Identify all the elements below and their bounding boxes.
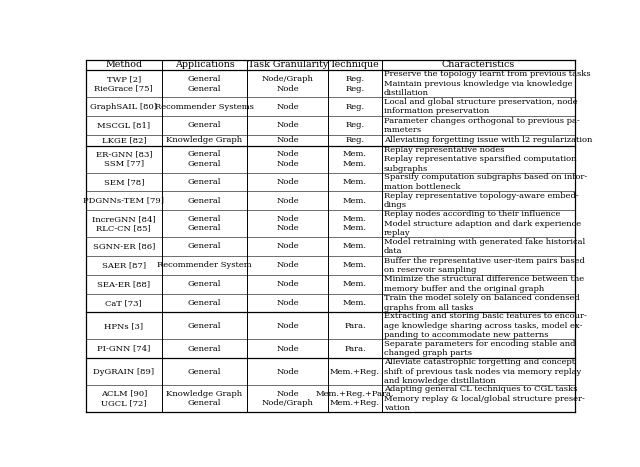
Text: Node: Node — [276, 280, 299, 288]
Text: Mem.
Mem.: Mem. Mem. — [343, 215, 367, 233]
Text: Characteristics: Characteristics — [442, 60, 515, 70]
Text: Parameter changes orthogonal to previous pa-
rameters: Parameter changes orthogonal to previous… — [384, 117, 580, 134]
Text: Mem.: Mem. — [343, 280, 367, 288]
Text: General: General — [188, 345, 221, 353]
Text: Node: Node — [276, 299, 299, 307]
Text: General
General: General General — [188, 75, 221, 92]
Text: Para.: Para. — [344, 345, 365, 353]
Text: Mem.: Mem. — [343, 299, 367, 307]
Text: Minimize the structural difference between the
memory buffer and the original gr: Minimize the structural difference betwe… — [384, 276, 584, 293]
Text: Preserve the topology learnt from previous tasks
Maintain previous knowledge via: Preserve the topology learnt from previo… — [384, 70, 591, 97]
Text: Knowledge Graph
General: Knowledge Graph General — [166, 390, 243, 407]
Text: Node: Node — [276, 121, 299, 129]
Text: Node: Node — [276, 262, 299, 269]
Text: CaT [73]: CaT [73] — [106, 299, 142, 307]
Text: Recommender Systems: Recommender Systems — [155, 103, 254, 111]
Text: Extracting and storing basic features to encour-
age knowledge sharing across ta: Extracting and storing basic features to… — [384, 312, 587, 340]
Text: General: General — [188, 368, 221, 375]
Text: SAER [87]: SAER [87] — [102, 262, 146, 269]
Text: Mem.+Reg.+Para.
Mem.+Reg.: Mem.+Reg.+Para. Mem.+Reg. — [316, 390, 394, 407]
Text: Model retraining with generated fake historical
data: Model retraining with generated fake his… — [384, 238, 585, 255]
Text: Buffer the representative user-item pairs based
on reservoir sampling: Buffer the representative user-item pair… — [384, 256, 585, 274]
Text: Para.: Para. — [344, 322, 365, 330]
Text: IncreGNN [84]
RLC-CN [85]: IncreGNN [84] RLC-CN [85] — [92, 215, 156, 233]
Text: Node
Node: Node Node — [276, 215, 299, 233]
Text: Node: Node — [276, 103, 299, 111]
Text: Sparsify computation subgraphs based on infor-
mation bottleneck: Sparsify computation subgraphs based on … — [384, 173, 587, 191]
Text: General: General — [188, 280, 221, 288]
Text: Node
Node/Graph: Node Node/Graph — [262, 390, 314, 407]
Text: General: General — [188, 322, 221, 330]
Text: Recommender System: Recommender System — [157, 262, 252, 269]
Text: Separate parameters for encoding stable and
changed graph parts: Separate parameters for encoding stable … — [384, 340, 575, 357]
Text: Node
Node: Node Node — [276, 150, 299, 168]
Text: Adapting general CL techniques to CGL tasks
Memory replay & local/global structu: Adapting general CL techniques to CGL ta… — [384, 385, 585, 412]
Text: Reg.: Reg. — [346, 136, 365, 144]
Text: PI-GNN [74]: PI-GNN [74] — [97, 345, 150, 353]
Text: MSCGL [81]: MSCGL [81] — [97, 121, 150, 129]
Text: Node: Node — [276, 242, 299, 250]
Text: General: General — [188, 299, 221, 307]
Text: DyGRAIN [89]: DyGRAIN [89] — [93, 368, 154, 375]
Text: Alleviate catastrophic forgetting and concept
shift of previous task nodes via m: Alleviate catastrophic forgetting and co… — [384, 358, 581, 385]
Text: General: General — [188, 178, 221, 186]
Text: TWP [2]
RieGrace [75]: TWP [2] RieGrace [75] — [95, 75, 153, 92]
Text: Node: Node — [276, 178, 299, 186]
Text: PDGNNs-TEM [79]: PDGNNs-TEM [79] — [83, 197, 164, 205]
Text: ACLM [90]
UGCL [72]: ACLM [90] UGCL [72] — [100, 390, 147, 407]
Text: Replay nodes according to their influence
Model structure adaption and dark expe: Replay nodes according to their influenc… — [384, 210, 581, 237]
Text: General: General — [188, 242, 221, 250]
Text: General: General — [188, 121, 221, 129]
Text: Local and global structure preservation, node
information preservation: Local and global structure preservation,… — [384, 98, 577, 115]
Text: General
General: General General — [188, 150, 221, 168]
Text: Mem.+Reg.: Mem.+Reg. — [330, 368, 380, 375]
Text: Node: Node — [276, 197, 299, 205]
Text: Method: Method — [106, 60, 143, 70]
Text: Mem.: Mem. — [343, 197, 367, 205]
Text: HPNs [3]: HPNs [3] — [104, 322, 143, 330]
Text: LKGE [82]: LKGE [82] — [102, 136, 146, 144]
Text: Node: Node — [276, 345, 299, 353]
Text: Alleviating forgetting issue with l2 regularization: Alleviating forgetting issue with l2 reg… — [384, 136, 592, 144]
Text: Replay representative topology-aware embed-
dings: Replay representative topology-aware emb… — [384, 192, 579, 210]
Text: General: General — [188, 197, 221, 205]
Text: Technique: Technique — [330, 60, 380, 70]
Text: Node: Node — [276, 322, 299, 330]
Text: Task Granularity: Task Granularity — [248, 60, 328, 70]
Text: Mem.: Mem. — [343, 178, 367, 186]
Text: Train the model solely on balanced condensed
graphs from all tasks: Train the model solely on balanced conde… — [384, 294, 580, 311]
Text: SEM [78]: SEM [78] — [104, 178, 144, 186]
Text: SGNN-ER [86]: SGNN-ER [86] — [93, 242, 155, 250]
Text: Reg.: Reg. — [346, 103, 365, 111]
Text: Node/Graph
Node: Node/Graph Node — [262, 75, 314, 92]
Text: GraphSAIL [80]: GraphSAIL [80] — [90, 103, 157, 111]
Text: Knowledge Graph: Knowledge Graph — [166, 136, 243, 144]
Text: Node: Node — [276, 368, 299, 375]
Text: Mem.: Mem. — [343, 262, 367, 269]
Text: Mem.: Mem. — [343, 242, 367, 250]
Text: Applications: Applications — [175, 60, 234, 70]
Text: Reg.: Reg. — [346, 121, 365, 129]
Text: Reg.
Reg.: Reg. Reg. — [346, 75, 365, 92]
Text: General
General: General General — [188, 215, 221, 233]
Text: Replay representative nodes
Replay representative sparsified computation
subgrap: Replay representative nodes Replay repre… — [384, 146, 576, 172]
Text: SEA-ER [88]: SEA-ER [88] — [97, 280, 150, 288]
Text: ER-GNN [83]
SSM [77]: ER-GNN [83] SSM [77] — [95, 150, 152, 168]
Text: Mem.
Mem.: Mem. Mem. — [343, 150, 367, 168]
Text: Node: Node — [276, 136, 299, 144]
